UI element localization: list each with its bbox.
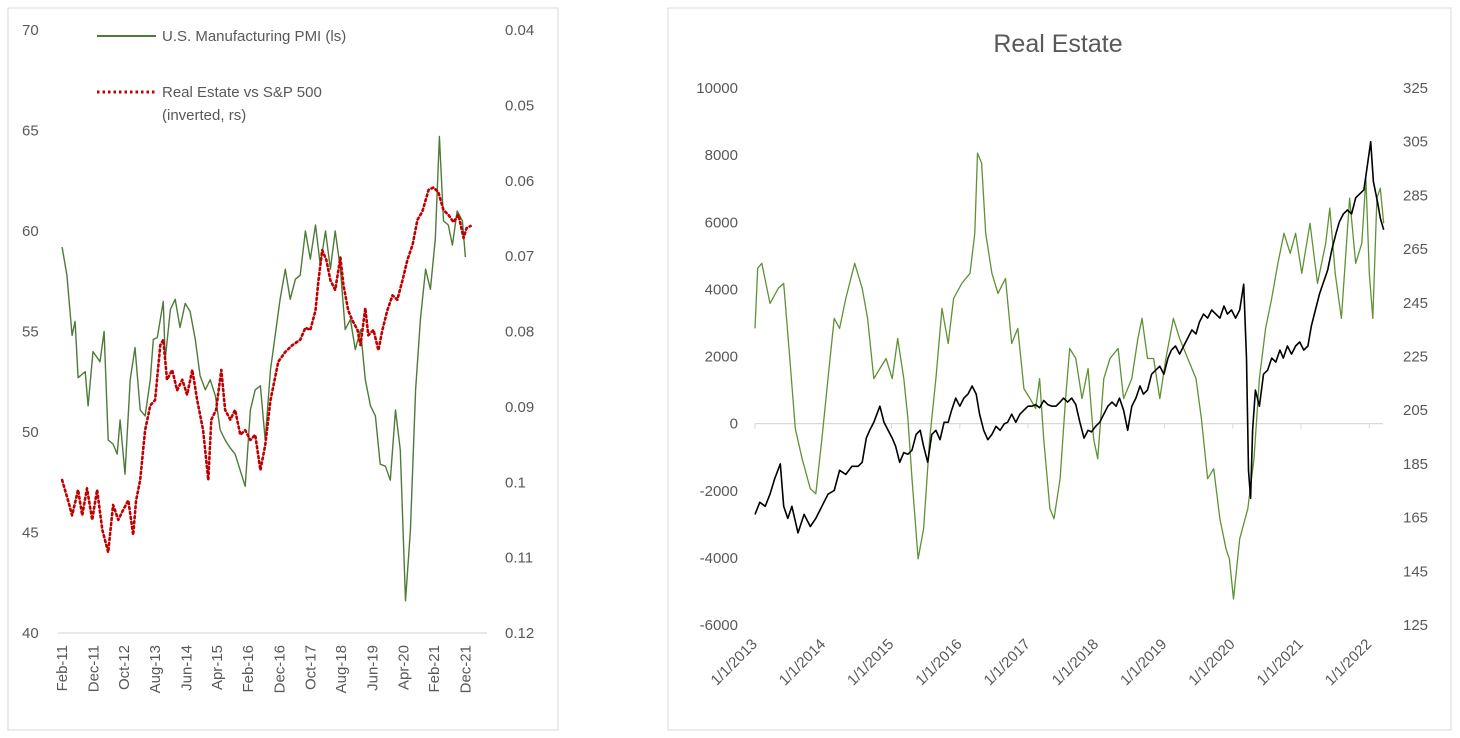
x-tick-label: Dec-11 xyxy=(85,645,102,692)
y-left-tick-label: 65 xyxy=(22,123,39,140)
y-right-tick-label: 265 xyxy=(1403,241,1428,258)
x-tick-label: Feb-11 xyxy=(54,645,71,691)
y-left-tick-label: 50 xyxy=(22,424,39,441)
x-tick-label: Jun-14 xyxy=(178,645,195,691)
y-left-tick-label: -4000 xyxy=(700,550,738,567)
x-tick-label: Oct-17 xyxy=(302,645,319,690)
y-right-tick-label: 285 xyxy=(1403,187,1428,204)
legend-label-pmi: U.S. Manufacturing PMI (ls) xyxy=(162,28,346,45)
y-right-tick-label: 0.09 xyxy=(505,399,534,416)
x-tick-label: Feb-16 xyxy=(240,645,257,693)
y-left-tick-label: 0 xyxy=(730,416,738,433)
x-tick-label: Dec-16 xyxy=(271,645,288,693)
y-left-tick-label: 10000 xyxy=(696,80,738,97)
left-chart: 40 45 50 55 60 65 70 0.04 0.05 0.06 0.07 0.08 0.09 0.… xyxy=(22,22,534,693)
y-left-tick-label: 60 xyxy=(22,223,39,240)
x-tick-label: Apr-20 xyxy=(395,645,412,690)
y-left-tick-label: 8000 xyxy=(705,147,738,164)
y-right-tick-label: 0.05 xyxy=(505,97,534,114)
y-left-tick-label: 70 xyxy=(22,22,39,39)
x-tick-label: Aug-18 xyxy=(333,645,350,693)
y-right-tick-label: 185 xyxy=(1403,456,1428,473)
series-line-u-s-manufacturing-pmi-ls xyxy=(61,135,467,602)
y-left-tick-label: 45 xyxy=(22,525,39,542)
y-right-tick-label: 125 xyxy=(1403,617,1428,634)
y-right-tick-label: 0.11 xyxy=(505,550,533,567)
y-right-tick-label: 325 xyxy=(1403,80,1428,97)
y-right-tick-label: 0.12 xyxy=(505,625,534,642)
y-right-tick-label: 0.04 xyxy=(505,22,534,39)
chart-title: Real Estate xyxy=(993,30,1122,58)
y-left-tick-label: -6000 xyxy=(700,617,738,634)
y-right-tick-label: 0.06 xyxy=(505,173,534,190)
x-tick-label: Dec-21 xyxy=(457,645,474,693)
series-line-black xyxy=(754,140,1385,534)
y-left-tick-label: 2000 xyxy=(705,349,738,366)
y-left-tick-label: -2000 xyxy=(700,483,738,500)
x-tick-label: Apr-15 xyxy=(209,645,226,690)
x-tick-label: Jun-19 xyxy=(364,645,381,691)
right-chart-frame xyxy=(667,7,1452,731)
y-left-tick-label: 4000 xyxy=(705,281,738,298)
y-left-tick-label: 40 xyxy=(22,625,39,642)
x-tick-label: Oct-12 xyxy=(116,645,133,690)
x-tick-label: Feb-21 xyxy=(426,645,443,693)
y-right-tick-label: 165 xyxy=(1403,510,1428,527)
y-right-tick-label: 0.1 xyxy=(505,474,526,491)
y-right-tick-label: 205 xyxy=(1403,402,1428,419)
series-line-green xyxy=(754,152,1385,600)
y-right-tick-label: 145 xyxy=(1403,563,1428,580)
left-legend: U.S. Manufacturing PMI (ls) Real Estate … xyxy=(97,28,346,124)
y-left-tick-label: 55 xyxy=(22,324,39,341)
series-line-real-estate-vs-s-p-500-inverted-rs xyxy=(60,186,472,554)
x-tick-label: Aug-13 xyxy=(147,645,164,693)
legend-label-re-spx-sub: (inverted, rs) xyxy=(162,107,246,124)
y-right-tick-label: 225 xyxy=(1403,349,1428,366)
left-chart-frame xyxy=(7,7,559,731)
y-left-tick-label: 6000 xyxy=(705,214,738,231)
y-right-tick-label: 0.07 xyxy=(505,248,534,265)
legend-label-re-spx: Real Estate vs S&P 500 xyxy=(162,84,322,101)
y-right-tick-label: 245 xyxy=(1403,295,1428,312)
y-right-tick-label: 0.08 xyxy=(505,324,534,341)
y-right-tick-label: 305 xyxy=(1403,134,1428,151)
